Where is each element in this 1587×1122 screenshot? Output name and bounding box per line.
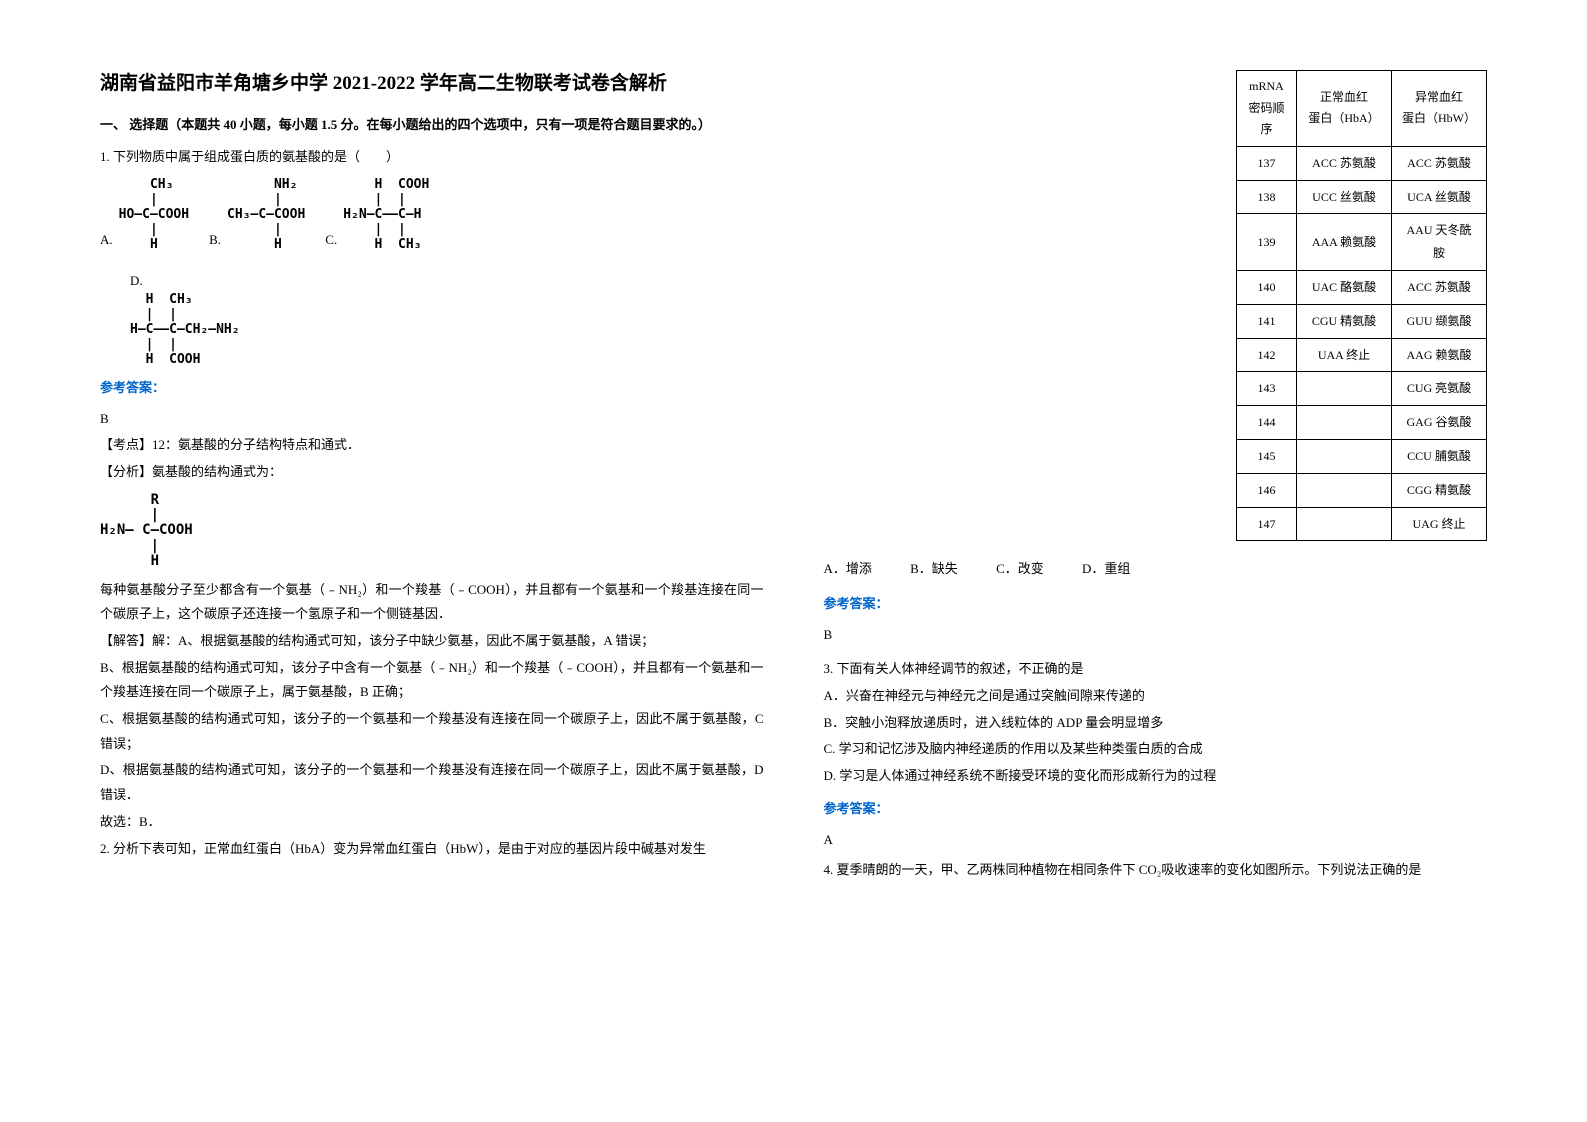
question-2: 2. 分析下表可知，正常血红蛋白（HbA）变为异常血红蛋白（HbW），是由于对应… (100, 837, 764, 862)
question-3: 3. 下面有关人体神经调节的叙述，不正确的是 (824, 657, 1488, 682)
right-column: mRNA 密码顺序正常血红 蛋白（HbA）异常血红 蛋白（HbW）137ACC … (824, 70, 1488, 1052)
q1-options-row: A. CH₃ | HO—C—COOH | H B. NH₂ | CH₃—C—CO… (100, 178, 764, 261)
chem-structure-b: NH₂ | CH₃—C—COOH | H (227, 178, 305, 253)
table-cell: 146 (1237, 473, 1297, 507)
table-cell: 147 (1237, 507, 1297, 541)
chem-structure-c: H COOH | | H₂N—C——C—H | | H CH₃ (343, 178, 429, 253)
ref-answer-label: 参考答案： (824, 592, 1488, 617)
table-header-cell: mRNA 密码顺序 (1237, 71, 1297, 147)
table-cell (1297, 507, 1392, 541)
exam-title: 湖南省益阳市羊角塘乡中学 2021-2022 学年高二生物联考试卷含解析 (100, 70, 764, 99)
table-cell (1297, 406, 1392, 440)
option-label: D. (130, 273, 143, 288)
table-header-cell: 异常血红 蛋白（HbW） (1392, 71, 1487, 147)
table-cell: 141 (1237, 304, 1297, 338)
q1-para-5: D、根据氨基酸的结构通式可知，该分子的一个氨基和一个羧基没有连接在同一个碳原子上… (100, 758, 764, 807)
codon-table: mRNA 密码顺序正常血红 蛋白（HbA）异常血红 蛋白（HbW）137ACC … (1236, 70, 1487, 541)
q1-analysis: 【分析】氨基酸的结构通式为： (100, 460, 764, 485)
table-cell: GUU 缬氨酸 (1392, 304, 1487, 338)
table-row: 143 CUG 亮氨酸 (1237, 372, 1487, 406)
table-header-cell: 正常血红 蛋白（HbA） (1297, 71, 1392, 147)
table-cell: ACC 苏氨酸 (1392, 270, 1487, 304)
q1-para-1: 每种氨基酸分子至少都含有一个氨基（﹣NH₂）和一个羧基（﹣COOH），并且都有一… (100, 578, 764, 627)
table-row: 144 GAG 谷氨酸 (1237, 406, 1487, 440)
table-cell: CCU 脯氨酸 (1392, 439, 1487, 473)
q1-option-d: D. H CH₃ | | H—C——C—CH₂—NH₂ | | H COOH (130, 269, 744, 368)
q2-choice-a: A．增添 (824, 561, 872, 576)
table-cell (1297, 372, 1392, 406)
table-row: 137ACC 苏氨酸ACC 苏氨酸 (1237, 146, 1487, 180)
q1-point: 【考点】12：氨基酸的分子结构特点和通式． (100, 433, 764, 458)
table-cell: AAA 赖氨酸 (1297, 214, 1392, 271)
table-row: 142UAA 终止AAG 赖氨酸 (1237, 338, 1487, 372)
chem-structure-d-content: H CH₃ | | H—C——C—CH₂—NH₂ | | H COOH (130, 293, 744, 368)
table-cell (1297, 439, 1392, 473)
table-cell: GAG 谷氨酸 (1392, 406, 1487, 440)
q3-option-d: D. 学习是人体通过神经系统不断接受环境的变化而形成新行为的过程 (824, 764, 1488, 789)
table-row: 145 CCU 脯氨酸 (1237, 439, 1487, 473)
option-label: B. (209, 228, 221, 253)
table-cell: AAG 赖氨酸 (1392, 338, 1487, 372)
table-cell: CGU 精氨酸 (1297, 304, 1392, 338)
section-1-header: 一、 选择题（本题共 40 小题，每小题 1.5 分。在每小题给出的四个选项中，… (100, 113, 764, 138)
option-label: C. (325, 228, 337, 253)
q1-para-6: 故选：B． (100, 810, 764, 835)
table-row: 146 CGG 精氨酸 (1237, 473, 1487, 507)
ref-answer-label: 参考答案： (100, 376, 764, 401)
option-label: A. (100, 228, 113, 253)
q3-option-b: B．突触小泡释放递质时，进入线粒体的 ADP 量会明显增多 (824, 711, 1488, 736)
q3-option-c: C. 学习和记忆涉及脑内神经递质的作用以及某些种类蛋白质的合成 (824, 737, 1488, 762)
table-cell: UCC 丝氨酸 (1297, 180, 1392, 214)
q2-choice-b: B．缺失 (910, 561, 958, 576)
q2-choices: A．增添 B．缺失 C．改变 D．重组 (824, 557, 1488, 582)
q1-para-2: 【解答】解：A、根据氨基酸的结构通式可知，该分子中缺少氨基，因此不属于氨基酸，A… (100, 629, 764, 654)
table-header-row: mRNA 密码顺序正常血红 蛋白（HbA）异常血红 蛋白（HbW） (1237, 71, 1487, 147)
table-cell: UAA 终止 (1297, 338, 1392, 372)
table-row: 138UCC 丝氨酸UCA 丝氨酸 (1237, 180, 1487, 214)
table-row: 147 UAG 终止 (1237, 507, 1487, 541)
question-4: 4. 夏季晴朗的一天，甲、乙两株同种植物在相同条件下 CO₂吸收速率的变化如图所… (824, 858, 1488, 883)
q2-choice-c: C．改变 (996, 561, 1044, 576)
table-cell: UAG 终止 (1392, 507, 1487, 541)
q1-option-a: A. CH₃ | HO—C—COOH | H (100, 178, 189, 253)
table-row: 139AAA 赖氨酸AAU 天冬酰胺 (1237, 214, 1487, 271)
ref-answer-label: 参考答案： (824, 797, 1488, 822)
q1-para-4: C、根据氨基酸的结构通式可知，该分子的一个氨基和一个羧基没有连接在同一个碳原子上… (100, 707, 764, 756)
general-formula: R | H₂N— C—COOH | H (100, 493, 764, 570)
table-cell: 140 (1237, 270, 1297, 304)
table-cell: CUG 亮氨酸 (1392, 372, 1487, 406)
table-cell: CGG 精氨酸 (1392, 473, 1487, 507)
table-cell: UCA 丝氨酸 (1392, 180, 1487, 214)
table-cell: ACC 苏氨酸 (1392, 146, 1487, 180)
table-cell: ACC 苏氨酸 (1297, 146, 1392, 180)
q2-answer: B (824, 623, 1488, 648)
table-cell: 142 (1237, 338, 1297, 372)
table-cell: UAC 酪氨酸 (1297, 270, 1392, 304)
table-cell: 138 (1237, 180, 1297, 214)
table-cell: 145 (1237, 439, 1297, 473)
q1-answer: B (100, 407, 764, 432)
table-cell: AAU 天冬酰胺 (1392, 214, 1487, 271)
chem-structure-a: CH₃ | HO—C—COOH | H (119, 178, 189, 253)
q1-option-c: C. H COOH | | H₂N—C——C—H | | H CH₃ (325, 178, 429, 253)
question-1: 1. 下列物质中属于组成蛋白质的氨基酸的是（ ） (100, 145, 764, 170)
table-cell: 144 (1237, 406, 1297, 440)
table-cell: 139 (1237, 214, 1297, 271)
table-row: 141CGU 精氨酸GUU 缬氨酸 (1237, 304, 1487, 338)
table-cell (1297, 473, 1392, 507)
q2-choice-d: D．重组 (1082, 561, 1130, 576)
left-column: 湖南省益阳市羊角塘乡中学 2021-2022 学年高二生物联考试卷含解析 一、 … (100, 70, 764, 1052)
table-cell: 137 (1237, 146, 1297, 180)
q1-para-3: B、根据氨基酸的结构通式可知，该分子中含有一个氨基（﹣NH₂）和一个羧基（﹣CO… (100, 656, 764, 705)
q3-answer: A (824, 828, 1488, 853)
table-cell: 143 (1237, 372, 1297, 406)
table-row: 140UAC 酪氨酸ACC 苏氨酸 (1237, 270, 1487, 304)
q3-option-a: A．兴奋在神经元与神经元之间是通过突触间隙来传递的 (824, 684, 1488, 709)
q1-option-b: B. NH₂ | CH₃—C—COOH | H (209, 178, 305, 253)
